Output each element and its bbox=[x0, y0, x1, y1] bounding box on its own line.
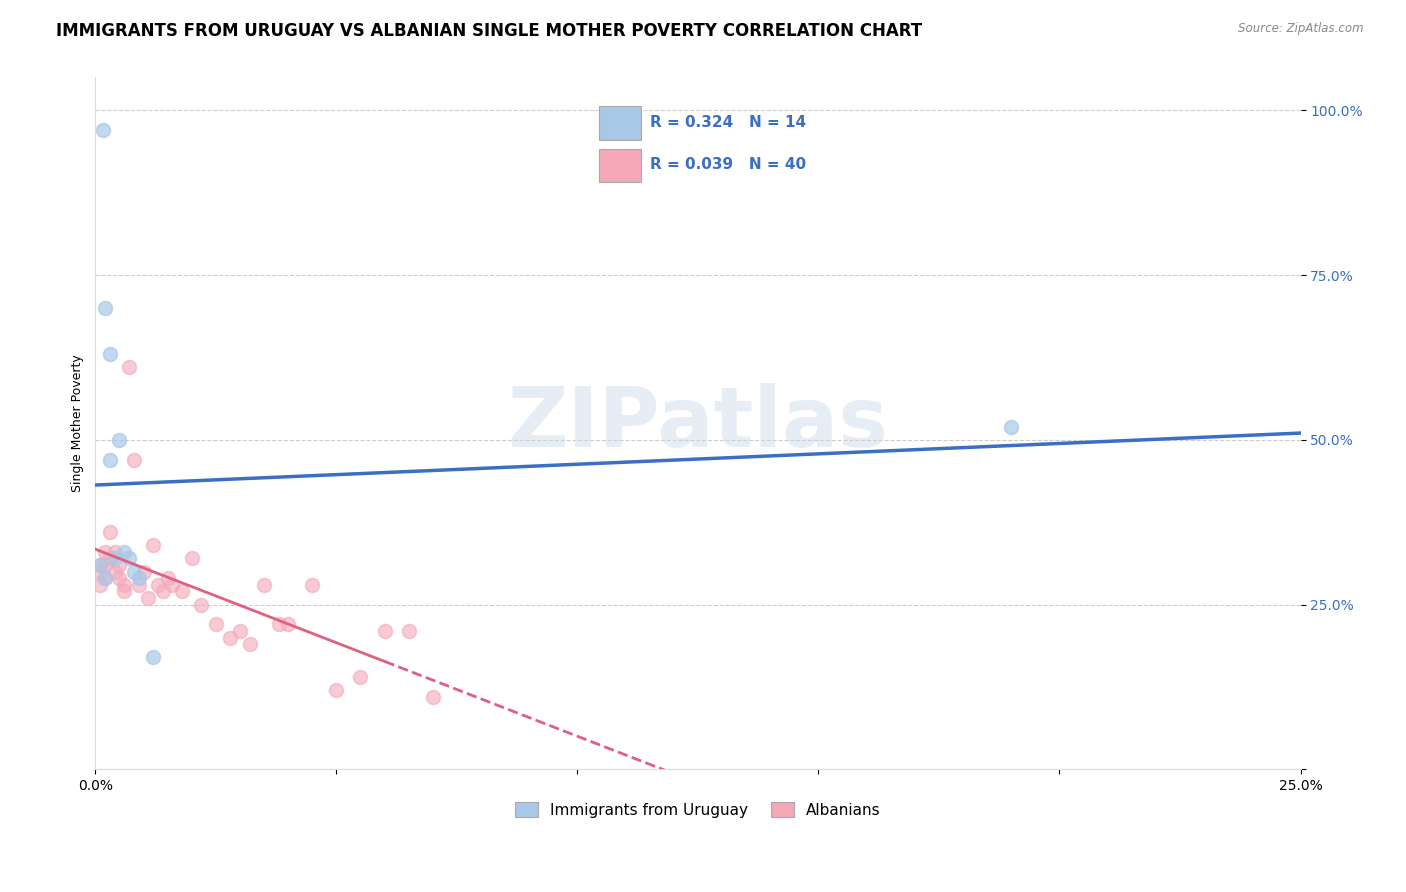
Legend: Immigrants from Uruguay, Albanians: Immigrants from Uruguay, Albanians bbox=[509, 796, 887, 824]
Point bbox=[128, 571, 150, 585]
Point bbox=[1000, 419, 1022, 434]
Point bbox=[108, 558, 131, 572]
Point bbox=[98, 525, 121, 540]
Point bbox=[112, 578, 135, 592]
Point bbox=[118, 360, 141, 375]
Point bbox=[156, 571, 179, 585]
Text: IMMIGRANTS FROM URUGUAY VS ALBANIAN SINGLE MOTHER POVERTY CORRELATION CHART: IMMIGRANTS FROM URUGUAY VS ALBANIAN SING… bbox=[56, 22, 922, 40]
Point bbox=[122, 565, 145, 579]
Point bbox=[98, 551, 121, 566]
Point bbox=[190, 598, 212, 612]
Point bbox=[398, 624, 420, 638]
Point bbox=[104, 545, 127, 559]
Point bbox=[301, 578, 323, 592]
Point bbox=[205, 617, 228, 632]
Point bbox=[112, 584, 135, 599]
Point bbox=[172, 584, 194, 599]
Point bbox=[239, 637, 262, 651]
Point bbox=[229, 624, 252, 638]
Point bbox=[138, 591, 160, 605]
Point bbox=[89, 558, 111, 572]
Point bbox=[104, 565, 127, 579]
Point bbox=[94, 571, 117, 585]
Point bbox=[374, 624, 396, 638]
Point bbox=[180, 551, 202, 566]
Point bbox=[253, 578, 276, 592]
Point bbox=[277, 617, 299, 632]
Point bbox=[146, 578, 169, 592]
Point bbox=[152, 584, 174, 599]
Y-axis label: Single Mother Poverty: Single Mother Poverty bbox=[72, 354, 84, 492]
Point bbox=[89, 565, 111, 579]
Point bbox=[122, 452, 145, 467]
Point bbox=[349, 670, 371, 684]
Point bbox=[94, 558, 117, 572]
Point bbox=[132, 565, 155, 579]
Point bbox=[142, 650, 165, 665]
Point bbox=[94, 301, 117, 315]
Point bbox=[98, 452, 121, 467]
Point bbox=[89, 558, 111, 572]
Point bbox=[219, 631, 242, 645]
Point bbox=[108, 433, 131, 447]
Point bbox=[94, 545, 117, 559]
Point bbox=[118, 551, 141, 566]
Point bbox=[128, 578, 150, 592]
Point bbox=[104, 551, 127, 566]
Point bbox=[94, 571, 117, 585]
Point bbox=[267, 617, 290, 632]
Point bbox=[142, 538, 165, 552]
Point bbox=[422, 690, 444, 704]
Point bbox=[108, 571, 131, 585]
Point bbox=[91, 123, 114, 137]
Point bbox=[98, 347, 121, 361]
Text: Source: ZipAtlas.com: Source: ZipAtlas.com bbox=[1239, 22, 1364, 36]
Point bbox=[325, 683, 347, 698]
Point bbox=[162, 578, 184, 592]
Point bbox=[89, 578, 111, 592]
Point bbox=[112, 545, 135, 559]
Text: ZIPatlas: ZIPatlas bbox=[508, 383, 889, 464]
